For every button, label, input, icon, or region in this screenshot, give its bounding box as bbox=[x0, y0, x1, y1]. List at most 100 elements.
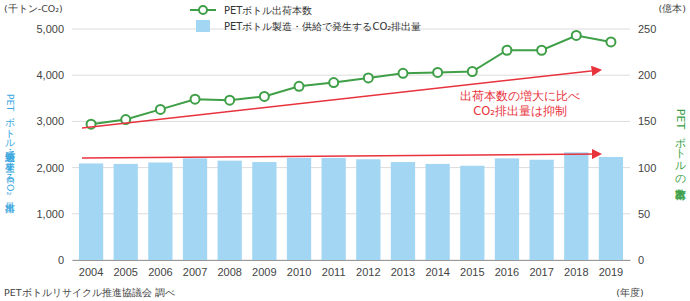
tick-label: 3,000 bbox=[36, 115, 64, 127]
marker bbox=[537, 46, 546, 55]
grid bbox=[72, 29, 630, 260]
tick-label: 250 bbox=[638, 23, 656, 35]
tick-label: 2004 bbox=[79, 266, 103, 278]
tick-label: 2019 bbox=[599, 266, 623, 278]
legend-symbol bbox=[196, 20, 210, 32]
tick-label: 2012 bbox=[356, 266, 380, 278]
tick: 200 bbox=[630, 69, 656, 81]
bar bbox=[391, 162, 415, 260]
legend-item: PETボトル出荷本数 bbox=[190, 5, 312, 16]
marker bbox=[156, 105, 165, 114]
bar bbox=[599, 157, 623, 260]
tick-label: 2007 bbox=[183, 266, 207, 278]
marker bbox=[295, 82, 304, 91]
tick-label: 2,000 bbox=[36, 162, 64, 174]
y-axis-unit: (千トン-CO₂) bbox=[4, 3, 63, 14]
legend-item: PETボトル製造・供給で発生するCO₂排出量 bbox=[196, 20, 421, 32]
tick: 2010 bbox=[287, 260, 311, 278]
plot: 2004 2005 2006 2007 2008 2009 2010 2011 2012 2013… bbox=[36, 23, 656, 278]
tick: 2,000 bbox=[36, 162, 72, 174]
marker bbox=[364, 73, 373, 82]
grid-line bbox=[72, 121, 630, 122]
tick: 2019 bbox=[599, 260, 623, 278]
tick-label: 150 bbox=[638, 115, 656, 127]
tick-label: 2011 bbox=[322, 266, 346, 278]
tick: 2004 bbox=[79, 260, 103, 278]
tick-label: 2015 bbox=[460, 266, 484, 278]
bar bbox=[114, 164, 138, 260]
bar bbox=[529, 160, 553, 260]
arrow bbox=[82, 154, 600, 158]
legend: PETボトル出荷本数 PETボトル製造・供給で発生するCO₂排出量 bbox=[190, 5, 421, 32]
bar bbox=[460, 166, 484, 260]
line bbox=[91, 35, 611, 124]
bar bbox=[564, 152, 588, 260]
marker bbox=[329, 78, 338, 87]
tick-label: 50 bbox=[638, 208, 650, 220]
bar bbox=[322, 158, 346, 260]
tick: 2006 bbox=[148, 260, 172, 278]
tick: 4,000 bbox=[36, 69, 72, 81]
tick-label: 0 bbox=[58, 254, 64, 266]
tick-label: 4,000 bbox=[36, 69, 64, 81]
bar bbox=[426, 164, 450, 260]
tick: 2017 bbox=[529, 260, 553, 278]
axis-line bbox=[72, 30, 73, 261]
source: PETボトルリサイクル推進協議会 調べ bbox=[4, 287, 175, 298]
tick: 2015 bbox=[460, 260, 484, 278]
marker bbox=[260, 92, 269, 101]
legend-label: PETボトル出荷本数 bbox=[224, 5, 312, 16]
data-area bbox=[79, 31, 623, 260]
legend-label: PETボトル製造・供給で発生するCO₂排出量 bbox=[224, 21, 421, 32]
tick: 3,000 bbox=[36, 115, 72, 127]
y-axis: 0 1,000 2,000 3,000 4,000 5,000 bbox=[36, 23, 72, 266]
bar bbox=[183, 158, 207, 260]
tick-label: 2005 bbox=[113, 266, 137, 278]
bar bbox=[79, 163, 103, 260]
bar bbox=[495, 158, 519, 260]
y2-axis: 0 50 100 150 200 250 bbox=[630, 23, 656, 266]
x-axis: 2004 2005 2006 2007 2008 2009 2010 2011 2012 2013… bbox=[73, 260, 631, 278]
tick: 2018 bbox=[564, 260, 588, 278]
annotation-text: 出荷本数の増大に比べ bbox=[460, 89, 580, 103]
tick-label: 2010 bbox=[287, 266, 311, 278]
y2-axis-unit: (億本) bbox=[659, 3, 686, 14]
marker bbox=[606, 37, 615, 46]
tick-label: 2016 bbox=[495, 266, 519, 278]
marker bbox=[191, 95, 200, 104]
marker bbox=[398, 69, 407, 78]
tick: 100 bbox=[630, 162, 656, 174]
tick-label: 2008 bbox=[217, 266, 241, 278]
tick: 1,000 bbox=[36, 208, 72, 220]
axis-line bbox=[73, 260, 631, 261]
marker bbox=[502, 46, 511, 55]
tick-label: 0 bbox=[638, 254, 644, 266]
marker bbox=[433, 68, 442, 77]
axis-line bbox=[630, 30, 631, 261]
tick-label: 2013 bbox=[391, 266, 415, 278]
tick: 2014 bbox=[425, 260, 449, 278]
tick-label: 2018 bbox=[564, 266, 588, 278]
marker bbox=[225, 96, 234, 105]
tick-label: 2006 bbox=[148, 266, 172, 278]
y2-axis-title: PETボトルの出荷本数 bbox=[674, 109, 687, 201]
tick-label: 5,000 bbox=[36, 23, 64, 35]
tick: 2008 bbox=[217, 260, 241, 278]
chart: 2004 2005 2006 2007 2008 2009 2010 2011 2012 2013… bbox=[0, 0, 690, 301]
tick-label: 100 bbox=[638, 162, 656, 174]
y-axis-title: PETボトル製造・供給で発生するCO₂排出量 bbox=[4, 94, 16, 214]
bar bbox=[356, 159, 380, 260]
marker bbox=[468, 67, 477, 76]
tick: 50 bbox=[630, 208, 650, 220]
bar bbox=[218, 161, 242, 260]
tick: 150 bbox=[630, 115, 656, 127]
tick-label: 2017 bbox=[529, 266, 553, 278]
annotation: 出荷本数の増大に比べCO₂排出量は抑制 bbox=[82, 70, 600, 158]
tick: 2016 bbox=[495, 260, 519, 278]
tick: 2013 bbox=[391, 260, 415, 278]
tick: 0 bbox=[630, 254, 644, 266]
tick: 2011 bbox=[322, 260, 346, 278]
tick: 2009 bbox=[252, 260, 276, 278]
tick-label: 1,000 bbox=[36, 208, 64, 220]
bar bbox=[252, 162, 276, 260]
